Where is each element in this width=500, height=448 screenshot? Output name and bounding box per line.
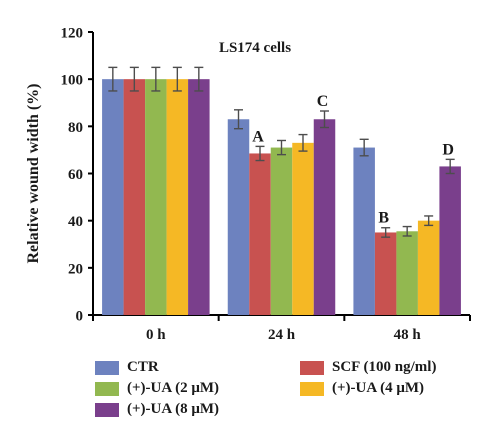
bar: [188, 79, 210, 316]
bar: [145, 79, 167, 316]
legend-item: CTR: [95, 359, 159, 376]
y-tick-label: 120: [61, 26, 84, 42]
bar: [417, 220, 440, 315]
x-tick-label: 24 h: [268, 327, 296, 343]
bar: [292, 142, 314, 315]
x-tick-label: 48 h: [394, 327, 422, 343]
legend-item: (+)-UA (2 μM): [95, 380, 219, 397]
legend-swatch: [95, 381, 119, 396]
bar: [313, 119, 336, 315]
bar: [102, 79, 124, 316]
legend-swatch: [300, 381, 324, 396]
y-tick-label: 40: [68, 214, 83, 230]
legend-label: (+)-UA (4 μM): [332, 380, 425, 396]
bars: [102, 66, 461, 316]
legend-swatch: [95, 360, 119, 375]
annotation-label: C: [317, 93, 329, 110]
y-tick-label: 100: [61, 73, 84, 89]
legend-label: (+)-UA (8 μM): [127, 401, 220, 417]
x-tick-label: 0 h: [146, 327, 166, 343]
legend-label: (+)-UA (2 μM): [127, 380, 220, 396]
legend-item: (+)-UA (4 μM): [300, 380, 424, 397]
y-tick-label: 20: [68, 261, 83, 277]
bar: [123, 79, 146, 316]
bar: [353, 147, 375, 315]
chart-title: LS174 cells: [219, 40, 291, 56]
bar: [227, 119, 250, 315]
bar: [166, 79, 189, 316]
bar: [439, 166, 461, 315]
y-tick-label: 0: [76, 309, 84, 325]
annotation-label: B: [378, 210, 389, 227]
legend-item: SCF (100 ng/ml): [300, 359, 436, 376]
y-tick-label: 60: [68, 167, 83, 183]
legend: CTR SCF (100 ng/ml) (+)-UA (2 μM) (+)-UA (4…: [95, 355, 495, 445]
annotation-label: A: [252, 128, 264, 145]
legend-label: SCF (100 ng/ml): [332, 359, 437, 375]
chart-labels: 0 20 40 60 80 100 120 0 h 24 h 48 h Relative wound…: [25, 26, 454, 344]
bar: [270, 147, 293, 315]
legend-swatch: [300, 360, 324, 375]
bar: [249, 153, 271, 315]
bar: [396, 231, 418, 315]
legend-swatch: [95, 402, 119, 417]
y-axis-label: Relative wound width (%): [25, 83, 42, 263]
legend-item: (+)-UA (8 μM): [95, 401, 219, 418]
bar: [374, 232, 397, 315]
y-tick-label: 80: [68, 120, 83, 136]
annotation-label: D: [442, 141, 454, 158]
legend-label: CTR: [127, 359, 159, 375]
